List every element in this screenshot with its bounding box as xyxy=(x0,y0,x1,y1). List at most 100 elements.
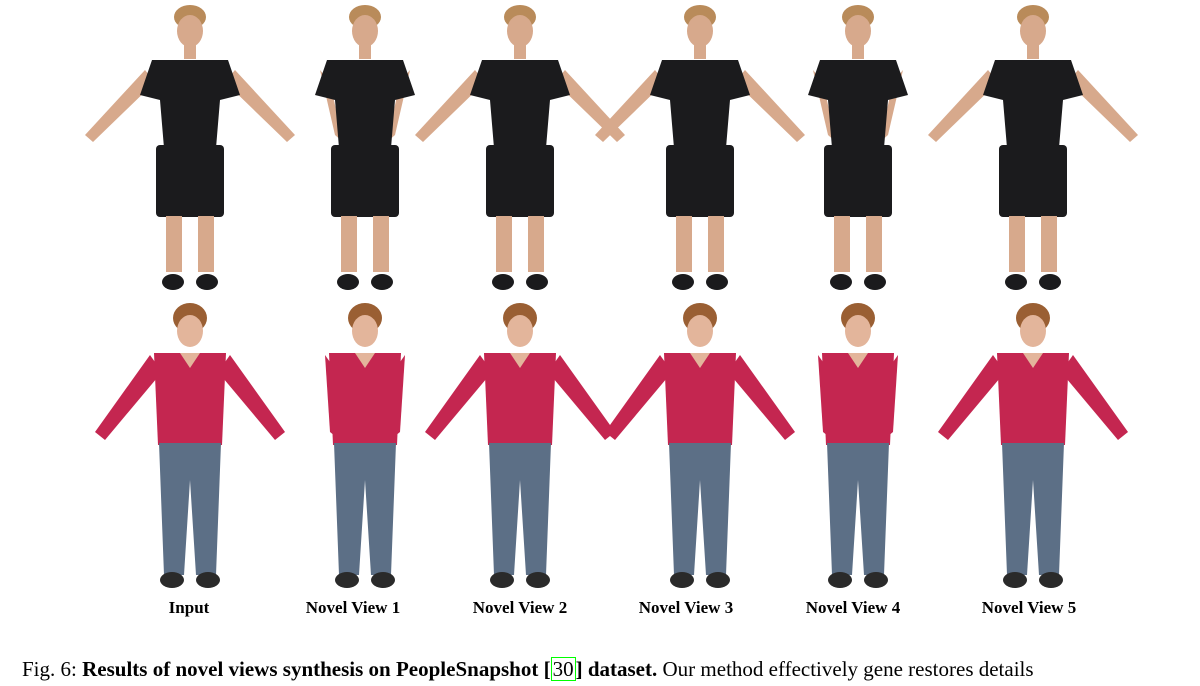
citation-link[interactable]: 30 xyxy=(550,657,576,681)
man-shorts xyxy=(666,145,734,217)
woman-head xyxy=(687,315,713,347)
woman-head xyxy=(1020,315,1046,347)
man-shorts xyxy=(999,145,1067,217)
man-right-leg xyxy=(198,216,214,272)
man-neck xyxy=(852,45,864,59)
man-right-leg xyxy=(1041,216,1057,272)
man-right-foot xyxy=(371,274,393,290)
woman-jeans xyxy=(827,443,889,575)
man-right-leg xyxy=(373,216,389,272)
man-shirt xyxy=(470,60,570,148)
man-right-foot xyxy=(864,274,886,290)
man-neck xyxy=(514,45,526,59)
woman-jeans xyxy=(334,443,396,575)
man-right-arm xyxy=(735,70,805,142)
man-left-leg xyxy=(676,216,692,272)
woman-right-foot xyxy=(1039,572,1063,588)
man-right-leg xyxy=(866,216,882,272)
label-novel-view-3: Novel View 3 xyxy=(638,598,734,617)
woman-right-sleeve xyxy=(728,355,795,440)
man-neck xyxy=(184,45,196,59)
man-right-arm xyxy=(225,70,295,142)
man-right-arm xyxy=(555,70,625,142)
woman-right-foot xyxy=(371,572,395,588)
label-input: Input xyxy=(168,598,210,617)
man-left-arm xyxy=(85,70,155,142)
figure-image xyxy=(85,5,1138,588)
woman-right-foot xyxy=(196,572,220,588)
woman-neckline xyxy=(355,353,375,368)
man-shorts xyxy=(486,145,554,217)
woman-jeans xyxy=(489,443,551,575)
woman-head xyxy=(507,315,533,347)
label-novel-view-4: Novel View 4 xyxy=(805,598,901,617)
woman-left-sleeve xyxy=(605,355,672,440)
woman-left-foot xyxy=(828,572,852,588)
woman-right-foot xyxy=(706,572,730,588)
man-shorts xyxy=(824,145,892,217)
man-shirt xyxy=(315,60,415,148)
man-right-foot xyxy=(706,274,728,290)
man-right-leg xyxy=(528,216,544,272)
man-left-leg xyxy=(1009,216,1025,272)
woman-left-foot xyxy=(335,572,359,588)
man-right-leg xyxy=(708,216,724,272)
woman-right-sleeve xyxy=(548,355,615,440)
man-left-foot xyxy=(337,274,359,290)
man-neck xyxy=(1027,45,1039,59)
label-novel-view-2: Novel View 2 xyxy=(472,598,568,617)
woman-head xyxy=(352,315,378,347)
woman-right-foot xyxy=(526,572,550,588)
woman-left-sleeve xyxy=(425,355,492,440)
man-left-foot xyxy=(492,274,514,290)
woman-top xyxy=(329,353,401,445)
man-head xyxy=(507,15,533,47)
caption-prefix: Fig. 6: xyxy=(22,657,77,681)
man-left-foot xyxy=(672,274,694,290)
caption-bold-text: Results of novel views synthesis on Peop… xyxy=(82,657,551,681)
man-left-foot xyxy=(1005,274,1027,290)
woman-jeans xyxy=(669,443,731,575)
label-novel-view-1: Novel View 1 xyxy=(305,598,401,617)
woman-neckline xyxy=(1023,353,1043,368)
woman-top xyxy=(822,353,894,445)
man-shirt xyxy=(983,60,1083,148)
woman-left-foot xyxy=(1003,572,1027,588)
woman-left-sleeve xyxy=(95,355,162,440)
man-left-foot xyxy=(162,274,184,290)
man-right-foot xyxy=(1039,274,1061,290)
man-head xyxy=(352,15,378,47)
man-shirt xyxy=(650,60,750,148)
man-right-foot xyxy=(196,274,218,290)
man-head xyxy=(1020,15,1046,47)
woman-top xyxy=(484,353,556,445)
man-head xyxy=(845,15,871,47)
label-novel-view-5: Novel View 5 xyxy=(981,598,1077,617)
woman-head xyxy=(177,315,203,347)
man-left-foot xyxy=(830,274,852,290)
woman-left-foot xyxy=(160,572,184,588)
man-left-leg xyxy=(341,216,357,272)
woman-top xyxy=(997,353,1069,445)
woman-right-sleeve xyxy=(218,355,285,440)
woman-jeans xyxy=(159,443,221,575)
caption-body: Our method effectively gene restores det… xyxy=(657,657,1034,681)
woman-top xyxy=(664,353,736,445)
woman-neckline xyxy=(848,353,868,368)
man-head xyxy=(177,15,203,47)
man-right-arm xyxy=(1068,70,1138,142)
man-neck xyxy=(359,45,371,59)
man-shorts xyxy=(331,145,399,217)
woman-left-sleeve xyxy=(938,355,1005,440)
man-neck xyxy=(694,45,706,59)
man-left-leg xyxy=(496,216,512,272)
man-shirt xyxy=(140,60,240,148)
woman-right-sleeve xyxy=(1061,355,1128,440)
woman-jeans xyxy=(1002,443,1064,575)
man-head xyxy=(687,15,713,47)
figure-caption: Fig. 6: Results of novel views synthesis… xyxy=(22,656,1200,682)
woman-neckline xyxy=(510,353,530,368)
woman-top xyxy=(154,353,226,445)
man-left-leg xyxy=(166,216,182,272)
woman-neckline xyxy=(180,353,200,368)
